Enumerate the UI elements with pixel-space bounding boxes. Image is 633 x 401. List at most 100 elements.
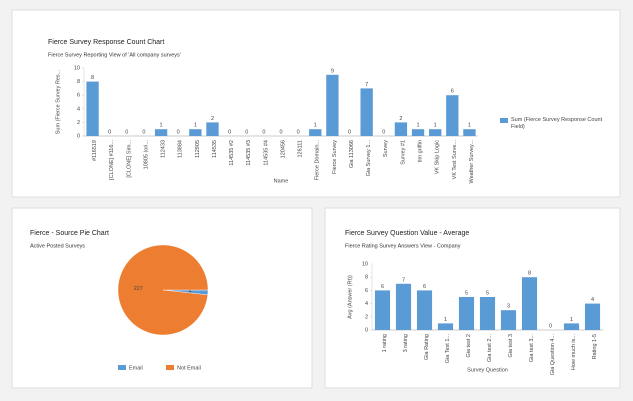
data-label: 6 [423, 284, 426, 290]
x-tick-label: Gia Survey 1... [366, 140, 372, 177]
data-label: 6 [381, 284, 384, 290]
y-axis-title: Avg (Answer (Rt)) [347, 275, 353, 319]
data-label: 5 [486, 290, 489, 296]
pie-slice [117, 244, 209, 336]
x-tick-label: VK Test Surve... [452, 140, 458, 180]
y-tick-label: 0 [365, 327, 368, 333]
bar [463, 129, 476, 136]
data-label: 1 [160, 123, 163, 129]
data-label: 0 [348, 129, 351, 135]
x-tick-label: Survey #1 [400, 140, 406, 165]
data-label: 0 [177, 129, 180, 135]
legend-label: Not Email [177, 365, 201, 371]
bar [154, 129, 168, 136]
data-label: 8 [91, 75, 94, 81]
x-tick-label: Fierce Domain... [315, 140, 321, 181]
bar [189, 129, 202, 136]
data-label: 0 [108, 129, 111, 135]
data-label: 1 [194, 123, 197, 129]
x-tick-label: Survey [383, 140, 389, 157]
x-tick-label: 114535 #4 [263, 140, 269, 166]
data-label: 1 [434, 123, 437, 129]
bar [360, 88, 373, 136]
bar [479, 297, 496, 330]
bar [395, 283, 412, 330]
data-label: 1 [417, 123, 420, 129]
x-tick-label: Gia test 2... [487, 334, 493, 363]
x-tick-label: [CLONE] Sim... [126, 140, 132, 178]
data-label: 0 [228, 129, 231, 135]
x-tick-label: Gia Test 1... [445, 334, 451, 364]
legend-label-box: Sum (Fierce Survey Response Count Field) [511, 117, 603, 130]
x-tick-label: Gia 113066 [349, 140, 355, 168]
data-label: 0 [125, 129, 128, 135]
y-tick-label: 10 [362, 261, 368, 267]
y-tick-label: 10 [74, 65, 80, 71]
bar [446, 95, 459, 136]
x-tick-label: 3 rating [403, 334, 409, 352]
y-tick-label: 0 [77, 133, 80, 139]
y-tick-label: 4 [365, 301, 368, 307]
x-tick-label: VK Skip Logic [435, 140, 441, 174]
x-tick-label: Fierce Survey [332, 140, 338, 174]
data-label: 227 [134, 286, 143, 292]
data-label: 0 [245, 129, 248, 135]
data-label: 4 [188, 289, 191, 295]
data-label: 2 [399, 116, 402, 122]
bar [500, 310, 517, 330]
x-tick-label: 10805 (ori... [143, 140, 149, 170]
bar [326, 74, 339, 136]
x-tick-label: 114535 [212, 140, 218, 158]
y-tick-label: 4 [77, 106, 80, 112]
x-tick-label: #116519 [92, 140, 98, 161]
bar [86, 81, 99, 136]
y-tick-label: 2 [77, 120, 80, 126]
x-tick-label: tim griffin [417, 140, 423, 162]
legend-label: Sum (Fierce Survey Response Count Field) [511, 117, 603, 130]
bar [309, 129, 322, 136]
chart-title: Fierce - Source Pie Chart [30, 230, 109, 237]
x-axis-title: Name [274, 178, 289, 184]
data-label: 3 [507, 304, 510, 310]
bar [521, 277, 538, 330]
data-label: 1 [570, 317, 573, 323]
data-label: 0 [279, 129, 282, 135]
x-tick-label: Gia test 3 [508, 334, 514, 358]
x-tick-label: 112433 [161, 140, 167, 158]
x-tick-label: 114535 #2 [229, 140, 235, 166]
data-label: 5 [465, 290, 468, 296]
data-label: 0 [142, 129, 145, 135]
x-tick-label: Gia Rating [424, 334, 430, 360]
data-label: 7 [402, 277, 405, 283]
chart-title: Fierce Survey Question Value - Average [345, 230, 469, 237]
x-tick-label: 112905 [195, 140, 201, 158]
x-tick-label: 126111 [298, 140, 304, 158]
data-label: 1 [444, 317, 447, 323]
data-label: 6 [451, 89, 454, 95]
x-tick-label: 120456 [280, 140, 286, 158]
bar [394, 122, 408, 136]
bar [437, 323, 454, 330]
bar [374, 290, 391, 330]
x-tick-label: 113884 [178, 140, 184, 158]
y-tick-label: 2 [365, 314, 368, 320]
bar [429, 129, 442, 136]
bar [584, 303, 601, 330]
x-tick-label: Weather Survey... [469, 140, 475, 184]
y-tick-label: 8 [77, 79, 80, 85]
data-label: 2 [211, 116, 214, 122]
y-axis-title: Sum (Fierce Survey Res... [55, 69, 61, 134]
x-tick-label: Gia test 3... [529, 334, 535, 363]
bar [458, 297, 475, 330]
bar [206, 122, 219, 136]
x-tick-label: Gia Question 4... [550, 334, 556, 376]
legend-label: Email [129, 365, 143, 371]
data-label: 8 [528, 271, 531, 277]
data-label: 0 [549, 323, 552, 329]
y-tick-label: 6 [365, 288, 368, 294]
data-label: 1 [468, 123, 471, 129]
chart-subtitle: Fierce Survey Reporting View of 'All com… [48, 52, 181, 58]
x-tick-label: 1 rating [382, 334, 388, 352]
